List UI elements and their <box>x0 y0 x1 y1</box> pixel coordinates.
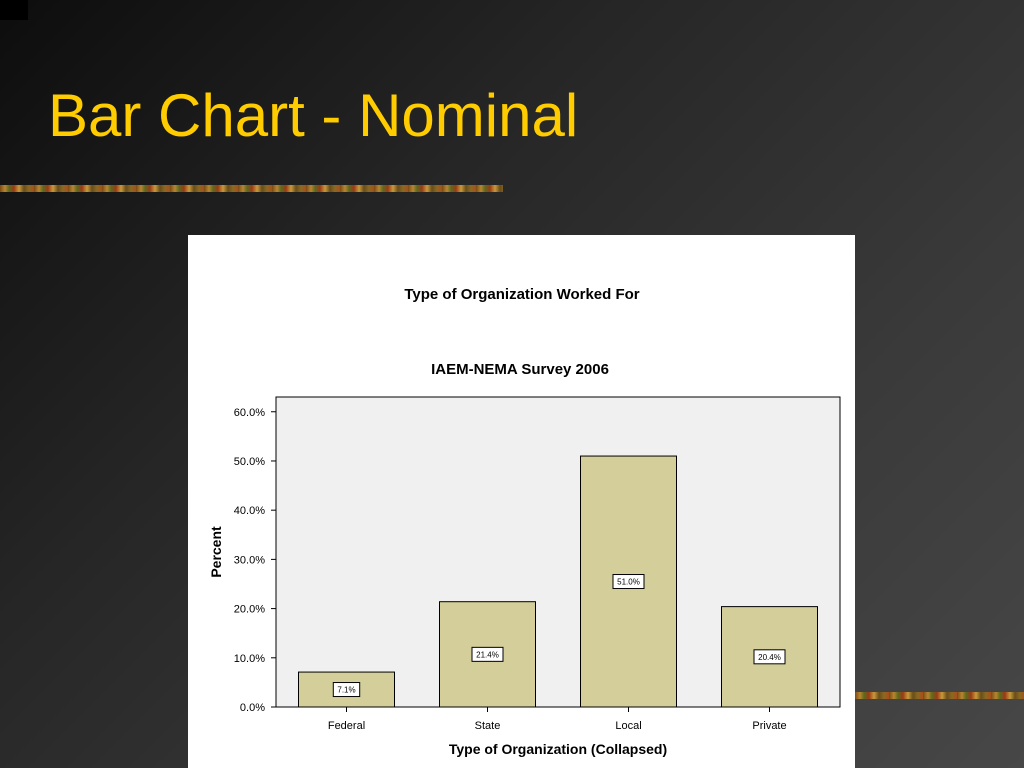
chart-panel: Type of Organization Worked For IAEM-NEM… <box>188 235 855 768</box>
x-tick-label: Local <box>615 720 641 732</box>
chart-title: Type of Organization Worked For <box>404 286 639 303</box>
y-tick-label: 50.0% <box>234 456 265 468</box>
side-decorative-strip <box>855 692 1024 699</box>
data-label-box <box>753 649 786 665</box>
chart-subtitle: IAEM-NEMA Survey 2006 <box>431 361 609 378</box>
y-tick-label: 10.0% <box>234 653 265 665</box>
data-label-box <box>332 682 361 698</box>
y-axis-label: Percent <box>208 526 224 578</box>
y-tick-label: 40.0% <box>234 505 265 517</box>
slide-title: Bar Chart - Nominal <box>48 82 579 149</box>
corner-decoration <box>0 0 28 20</box>
data-label: 21.4% <box>476 650 499 659</box>
y-tick-label: 0.0% <box>240 702 265 714</box>
data-label-box <box>612 574 645 590</box>
data-label: 20.4% <box>758 653 781 662</box>
y-tick-label: 60.0% <box>234 407 265 419</box>
data-label: 51.0% <box>617 578 640 587</box>
data-label-box <box>471 646 504 662</box>
bar-chart: Type of Organization Worked For IAEM-NEM… <box>208 286 841 757</box>
y-tick-label: 20.0% <box>234 604 265 616</box>
title-underline-strip <box>0 185 503 192</box>
x-tick-label: Private <box>752 720 786 732</box>
x-tick-label: State <box>475 720 501 732</box>
y-tick-label: 30.0% <box>234 554 265 566</box>
x-axis: Federal State Local Private <box>328 707 787 732</box>
x-tick-label: Federal <box>328 720 365 732</box>
y-axis: 0.0% 10.0% 20.0% 30.0% 40.0% 50.0% 60.0% <box>234 407 276 714</box>
x-axis-label: Type of Organization (Collapsed) <box>449 741 667 757</box>
data-label: 7.1% <box>337 686 355 695</box>
bars-group: 7.1% 21.4% 51.0% 20.4% <box>298 455 818 708</box>
